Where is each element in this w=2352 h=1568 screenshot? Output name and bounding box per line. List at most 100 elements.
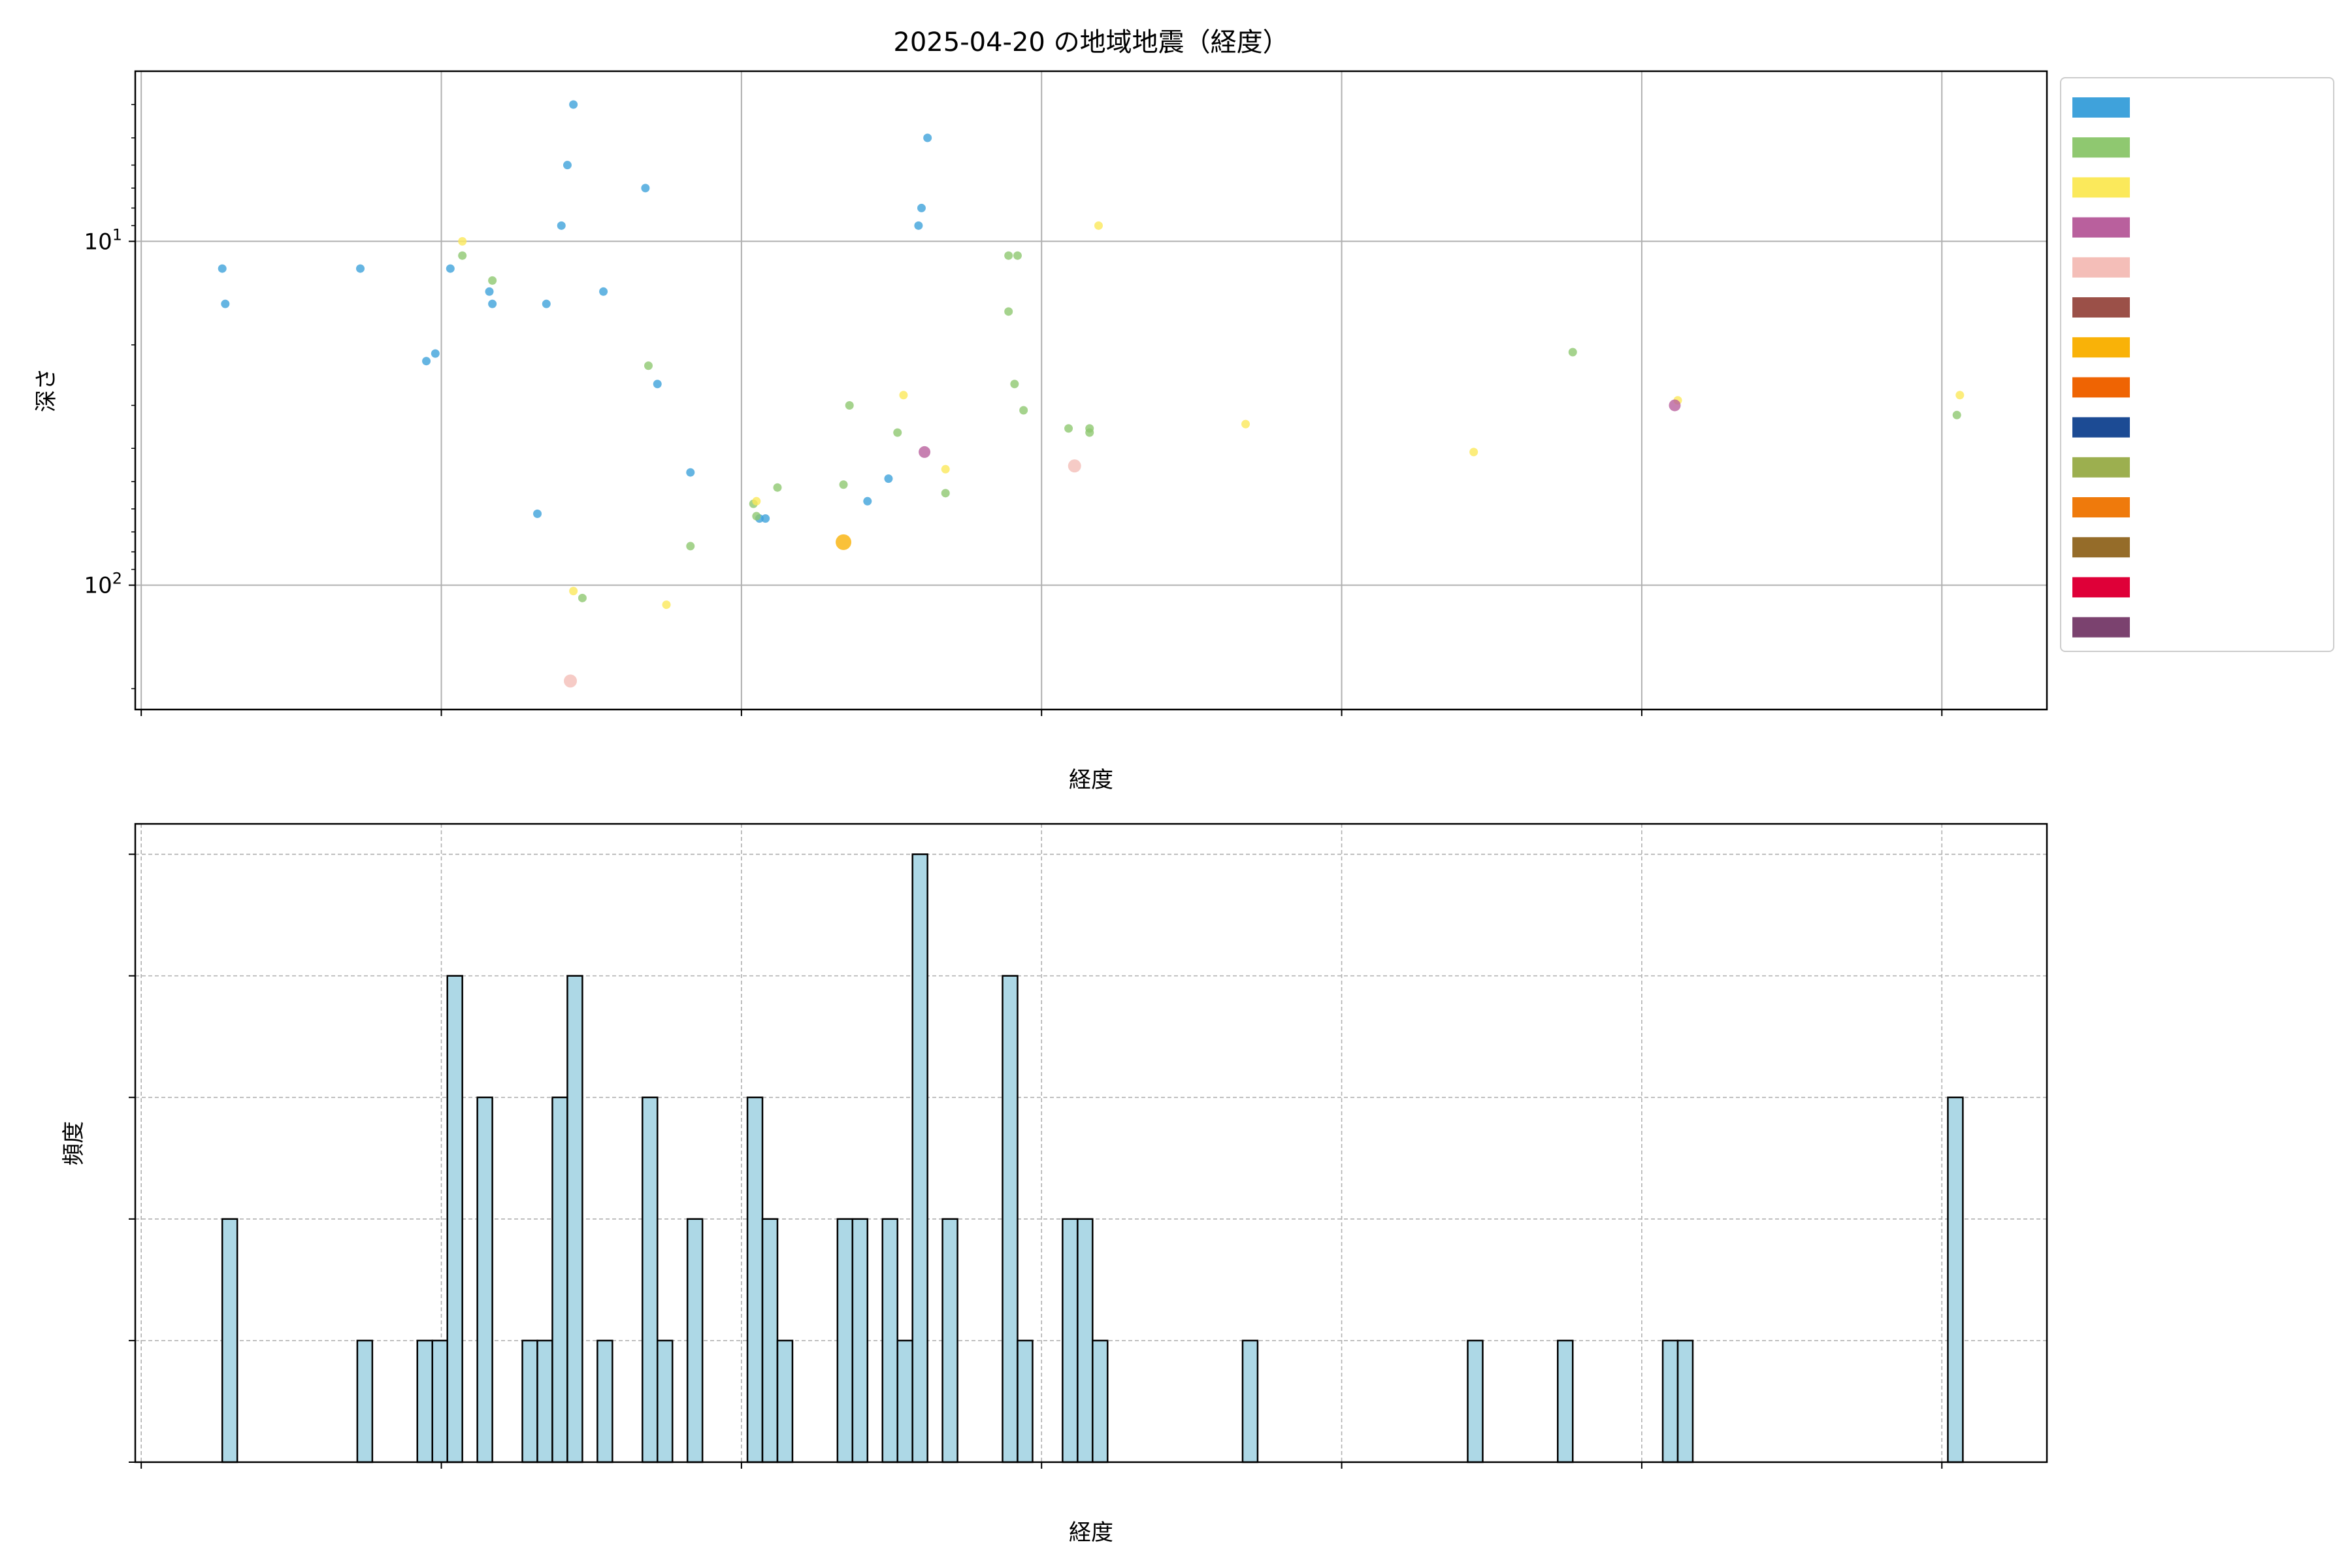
scatter-point xyxy=(662,600,671,610)
scatter-point xyxy=(863,497,872,506)
scatter-point xyxy=(488,276,497,285)
histogram-bar xyxy=(551,1096,568,1463)
scatter-point xyxy=(1094,221,1103,230)
scatter-point xyxy=(431,349,440,358)
histogram-panel: 経度 頻度 xyxy=(61,823,2048,1546)
legend-swatch xyxy=(2072,457,2130,478)
histogram-bar xyxy=(941,1218,958,1463)
tick-exponent: 1 xyxy=(112,225,122,244)
scatter-point xyxy=(569,100,578,109)
scatter-point xyxy=(1064,424,1073,433)
histogram-bar xyxy=(686,1218,704,1463)
histogram-bar xyxy=(1077,1218,1094,1463)
histogram-bar xyxy=(1062,1218,1079,1463)
histogram-xlabel: 経度 xyxy=(1069,1520,1113,1546)
scatter-plot-frame xyxy=(134,70,2048,711)
scatter-ylabel: 深さ xyxy=(33,368,59,412)
scatter-point xyxy=(1241,419,1250,429)
scatter-point xyxy=(919,446,931,458)
legend-swatch xyxy=(2072,137,2130,158)
legend-swatch xyxy=(2072,617,2130,638)
scatter-point xyxy=(1568,348,1577,357)
scatter-y-tick-label: 101 xyxy=(84,225,122,255)
histogram-bar xyxy=(657,1339,674,1463)
scatter-point xyxy=(761,514,770,523)
scatter-point xyxy=(1952,410,1961,419)
scatter-point xyxy=(533,509,542,518)
scatter-legend xyxy=(2060,77,2334,652)
legend-swatch xyxy=(2072,257,2130,278)
tick-base: 10 xyxy=(84,573,112,599)
scatter-point xyxy=(752,497,761,506)
histogram-bar xyxy=(1017,1339,1034,1463)
histogram-bar xyxy=(1002,975,1019,1463)
histogram-bar xyxy=(221,1218,238,1463)
scatter-point xyxy=(941,489,950,498)
scatter-point xyxy=(893,428,902,437)
histogram-bar xyxy=(566,975,583,1463)
scatter-point xyxy=(1469,448,1478,457)
histogram-bar xyxy=(356,1339,374,1463)
histogram-bar xyxy=(536,1339,553,1463)
histogram-bar xyxy=(746,1096,764,1463)
histogram-bar xyxy=(521,1339,538,1463)
scatter-point xyxy=(686,468,695,477)
legend-swatch xyxy=(2072,577,2130,598)
scatter-point xyxy=(569,587,578,596)
histogram-bar xyxy=(642,1096,659,1463)
legend-swatch xyxy=(2072,417,2130,438)
scatter-point xyxy=(917,203,926,212)
scatter-point xyxy=(941,465,950,474)
legend-swatch xyxy=(2072,97,2130,118)
histogram-bar xyxy=(881,1218,898,1463)
legend-swatch xyxy=(2072,297,2130,318)
scatter-point xyxy=(1010,380,1019,389)
scatter-point xyxy=(422,357,431,366)
legend-swatch xyxy=(2072,497,2130,517)
scatter-point xyxy=(485,287,494,296)
tick-exponent: 2 xyxy=(112,570,122,588)
scatter-point xyxy=(686,542,695,551)
scatter-ticks: 101 102 xyxy=(84,104,1943,716)
histogram-bar xyxy=(416,1339,433,1463)
histogram-bars xyxy=(221,853,1964,1463)
histogram-plot-frame xyxy=(134,823,2048,1463)
legend-swatch xyxy=(2072,377,2130,398)
scatter-point xyxy=(752,512,761,521)
scatter-point xyxy=(446,264,455,273)
scatter-point xyxy=(923,133,932,142)
scatter-point xyxy=(1019,406,1028,415)
scatter-grid xyxy=(135,71,2047,710)
histogram-bar xyxy=(1676,1339,1694,1463)
scatter-points xyxy=(218,100,1965,688)
scatter-point xyxy=(1013,251,1022,260)
legend-swatch xyxy=(2072,337,2130,358)
scatter-point xyxy=(356,264,365,273)
scatter-point xyxy=(1004,251,1013,260)
scatter-point xyxy=(845,400,854,410)
histogram-bar xyxy=(1661,1339,1679,1463)
legend-swatch xyxy=(2072,537,2130,558)
scatter-point xyxy=(899,391,908,400)
scatter-point xyxy=(599,287,608,296)
scatter-point xyxy=(641,184,650,193)
histogram-bar xyxy=(1241,1339,1259,1463)
histogram-bar xyxy=(761,1218,779,1463)
histogram-bar xyxy=(446,975,463,1463)
scatter-point xyxy=(564,674,578,688)
scatter-point xyxy=(557,221,566,230)
scatter-point xyxy=(914,221,923,230)
scatter-point xyxy=(836,534,852,550)
scatter-title: 2025-04-20 の地域地震（経度） xyxy=(893,27,1288,57)
scatter-point xyxy=(1068,459,1081,473)
legend-swatch xyxy=(2072,177,2130,198)
legend-box xyxy=(2060,77,2334,652)
scatter-point xyxy=(1004,307,1013,316)
histogram-ticks xyxy=(129,853,1943,1469)
scatter-point xyxy=(488,299,497,308)
scatter-xlabel: 経度 xyxy=(1069,767,1113,793)
histogram-bar xyxy=(776,1339,794,1463)
histogram-bar xyxy=(596,1339,613,1463)
histogram-bar xyxy=(836,1218,854,1463)
